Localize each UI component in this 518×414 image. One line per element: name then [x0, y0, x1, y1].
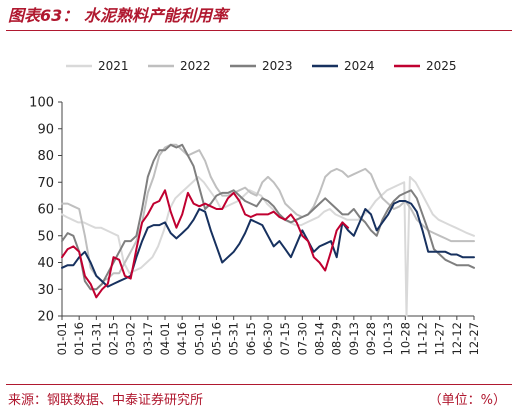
y-tick-label: 20	[37, 310, 54, 325]
y-tick-label: 50	[37, 229, 54, 244]
series-line-2025	[61, 189, 350, 299]
x-tick-label: 09-28	[364, 322, 378, 355]
y-tick-label: 30	[37, 283, 54, 298]
unit-note: （单位：%）	[428, 393, 506, 408]
x-tick-label: 05-01	[192, 322, 206, 355]
x-tick-label: 04-01	[158, 322, 172, 355]
x-tick-label: 12-12	[450, 322, 464, 355]
y-tick-label: 70	[37, 176, 54, 191]
y-tick-label: 60	[37, 203, 54, 218]
x-tick-label: 01-16	[72, 322, 86, 355]
x-tick-label: 10-28	[398, 322, 412, 355]
legend-label-2025: 2025	[426, 59, 457, 73]
x-tick-label: 05-16	[210, 322, 224, 355]
x-tick-label: 08-29	[330, 322, 344, 355]
x-tick-label: 04-16	[175, 322, 189, 355]
x-tick-label: 10-13	[381, 322, 395, 355]
legend-label-2024: 2024	[344, 59, 375, 73]
series-line-2021	[61, 175, 475, 317]
chart-title: 图表63： 水泥熟料产能利用率	[8, 6, 228, 25]
legend: 2021 2022 2023 2024 2025	[66, 59, 457, 73]
legend-label-2023: 2023	[262, 59, 293, 73]
x-tick-label: 11-27	[433, 322, 447, 355]
x-tick-label: 09-13	[347, 322, 361, 355]
x-tick-label: 11-12	[416, 322, 430, 355]
x-tick-label: 07-30	[295, 322, 309, 355]
x-axis: 01-01 01-16 01-31 02-15 03-02 03-17 04-01 04-16…	[55, 315, 481, 355]
x-tick-label: 02-15	[107, 322, 121, 355]
x-tick-label: 07-15	[278, 322, 292, 355]
footer-divider	[6, 384, 512, 385]
x-tick-label: 03-02	[124, 322, 138, 355]
x-tick-label: 12-27	[467, 322, 481, 355]
y-tick-label: 100	[29, 96, 54, 111]
x-tick-label: 06-15	[244, 322, 258, 355]
series-line-2023	[61, 143, 475, 291]
series-lines	[61, 143, 475, 317]
x-tick-label: 06-30	[261, 322, 275, 355]
x-tick-label: 08-14	[313, 322, 327, 355]
x-tick-label: 01-31	[89, 322, 103, 355]
x-tick-label: 03-17	[141, 322, 155, 355]
title-divider	[6, 30, 512, 31]
y-axis: 20 30 40 50 60 70 80 90 100	[29, 96, 63, 325]
x-tick-label: 05-31	[227, 322, 241, 355]
line-chart: 2021 2022 2023 2024 2025 20 30 40 50 60 70 80 90 100…	[29, 59, 481, 355]
y-tick-label: 90	[37, 122, 54, 137]
source-note: 来源：钢联数据、中泰证券研究所	[8, 393, 204, 408]
y-tick-label: 40	[37, 256, 54, 271]
y-tick-label: 80	[37, 149, 54, 164]
x-tick-label: 01-01	[55, 322, 69, 355]
legend-label-2022: 2022	[180, 59, 211, 73]
legend-label-2021: 2021	[98, 59, 129, 73]
